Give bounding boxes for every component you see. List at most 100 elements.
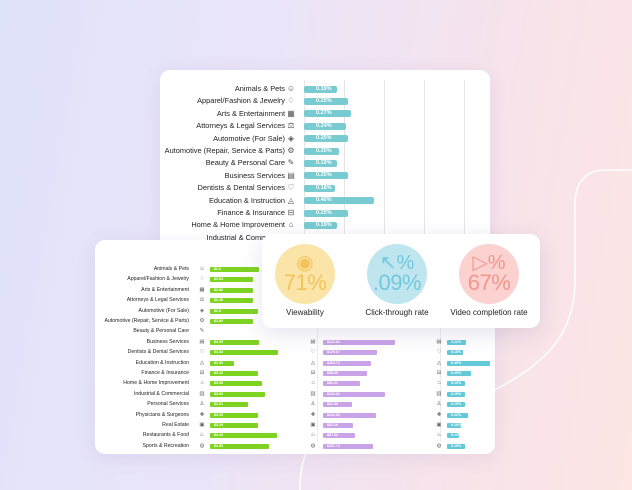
- cpa-bar-label: $61.35: [327, 402, 338, 407]
- building-icon: ▣: [199, 422, 205, 428]
- cpa-bar-label: $107.71: [327, 443, 340, 448]
- industry-label: Sports & Recreation: [142, 442, 189, 449]
- industry-label: Animals & Pets: [153, 266, 189, 272]
- money-icon: ⊟: [199, 370, 205, 376]
- industry-row: Beauty & Personal Care ✎: [95, 327, 495, 336]
- building-icon: ▣: [436, 422, 442, 428]
- cpa-bar-label: $80.21: [327, 381, 338, 386]
- building-icon: ▣: [310, 422, 316, 428]
- house-icon: ⌂: [311, 380, 315, 387]
- grid-line: [464, 80, 465, 270]
- ctr-value: .09%: [372, 270, 422, 295]
- cpc-bar: $2.3: [210, 267, 259, 272]
- person-icon: ♙: [310, 401, 316, 408]
- column-divider: [440, 262, 441, 442]
- ctr-bar: 0.40%: [447, 360, 490, 366]
- cpa-bar: $107.71: [323, 443, 373, 449]
- cpc-bar: $1.69: [210, 360, 234, 366]
- cpc-bar: $3.66: [210, 391, 265, 397]
- gavel-icon: ⚖: [287, 121, 295, 131]
- industry-label: Animals & Pets: [234, 84, 285, 93]
- eye-icon: ◉: [296, 252, 314, 274]
- industry-label: Home & Home Improvement: [123, 380, 189, 387]
- ctr-bar-label: 0.19%: [451, 443, 462, 448]
- industry-label: Home & Home Improvement: [191, 220, 285, 230]
- industry-row: Restaurants & Food ♨ $4.19 ♨ $67.63 ♨ 0.13%: [95, 431, 495, 440]
- industry-label: Dentists & Dental Services: [197, 183, 286, 193]
- ball-icon: ◍: [436, 442, 442, 449]
- industry-row: Arts & Entertainment ▦ 0.27%: [160, 108, 490, 120]
- cpa-bar-label: $131.61: [327, 391, 340, 396]
- ctr-bar: 0.19%: [447, 391, 465, 397]
- cpc-bar: $3.80: [210, 443, 269, 449]
- cpc-bar: $3.49: [210, 381, 262, 387]
- industry-row: Education & Instruction ◬ 0.40%: [160, 195, 490, 207]
- industry-row: Attorneys & Legal Services ⚖ $2.45: [95, 296, 495, 305]
- industry-row: Home & Home Improvement ⌂ 0.19%: [160, 219, 490, 231]
- ctr-bar-label: 0.24%: [316, 122, 332, 129]
- cpc-bar: $2.94: [210, 277, 253, 283]
- factory-icon: ▥: [436, 390, 442, 397]
- cpc-bar-label: $1.69: [214, 360, 223, 365]
- ctr-bar: 0.22%: [447, 412, 468, 418]
- cpc-bar-label: $2.80: [214, 319, 223, 323]
- ctr-by-industry-card: Animals & Pets ☺ 0.19% Apparel/Fashion & Je…: [160, 70, 490, 270]
- cpc-bar-label: $2.94: [214, 277, 223, 282]
- industry-row: Dentists & Dental Services ♡ $4.33 ♡ $125.67…: [95, 348, 495, 357]
- cpc-bar: $3.35: [210, 339, 259, 345]
- vcr-stat: ▷% 67% Video completion rate: [450, 244, 528, 317]
- ctr-bar: 0.19%: [304, 159, 337, 167]
- cpa-bar-label: $112.84: [327, 412, 340, 417]
- industry-label: Arts & Entertainment: [141, 286, 189, 293]
- industry-row: Home & Home Improvement ⌂ $3.49 ⌂ $80.21 ⌂ 0.1…: [95, 379, 495, 388]
- cpa-bar: $125.67: [323, 350, 377, 356]
- factory-icon: ▥: [199, 390, 205, 397]
- industry-row: Finance & Insurance ⊟ 0.25%: [160, 207, 490, 219]
- ctr-bar-label: 0.40%: [451, 360, 462, 365]
- viewability-stat: ◉ 71% Viewability: [270, 244, 340, 317]
- ctr-bar-label: 0.19%: [451, 381, 462, 386]
- house-icon: ⌂: [200, 380, 204, 387]
- ctr-bar-label: 0.19%: [451, 402, 462, 407]
- graduation-cap-icon: ◬: [310, 359, 316, 366]
- graduation-cap-icon: ◬: [287, 195, 295, 205]
- vcr-label: Video completion rate: [450, 308, 528, 317]
- industry-row: Apparel/Fashion & Jewelry ♢ $2.94: [95, 275, 495, 284]
- industry-row: Personal Services ♙ $2.61 ♙ $61.35 ♙ 0.19%: [95, 400, 495, 409]
- ctr-bar: 0.16%: [447, 423, 461, 428]
- factory-icon: ▥: [310, 390, 316, 397]
- industry-row: Finance & Insurance ⊟ $3.12 ⊟ $98.60 ⊟ 0.25%: [95, 369, 495, 378]
- ctr-bar: 0.25%: [304, 209, 348, 217]
- ctr-bar: 0.25%: [447, 371, 471, 376]
- viewability-icon-circle: ◉ 71%: [275, 244, 335, 304]
- industry-label: Restaurants & Food: [142, 432, 189, 439]
- cpc-bar: $3.12: [210, 371, 258, 376]
- industry-label: Automotive (For Sale): [138, 307, 189, 314]
- cpa-bar: $67.63: [323, 433, 355, 439]
- cpa-bar: $131.61: [323, 391, 385, 397]
- industry-row: Automotive (Repair, Service & Parts) ⚙ $2.…: [95, 317, 495, 326]
- industry-row: Apparel/Fashion & Jewelry ♢ 0.25%: [160, 95, 490, 107]
- cpa-bar: $80.21: [323, 381, 360, 387]
- money-icon: ⊟: [287, 208, 295, 217]
- viewability-value: 71%: [283, 270, 327, 295]
- industry-label: Physicians & Surgeons: [135, 411, 189, 418]
- ctr-bar-label: 0.25%: [316, 97, 332, 104]
- video-percent-icon: ▷%: [472, 252, 506, 274]
- ctr-bar: 0.19%: [447, 402, 465, 408]
- industry-row: Business Services ▤ 0.25%: [160, 170, 490, 182]
- cpc-bar: $4.33: [210, 350, 278, 356]
- car-tag-icon: ◈: [199, 307, 205, 314]
- cpa-bar-label: $104.71: [327, 360, 340, 365]
- house-icon: ⌂: [288, 220, 294, 230]
- cpc-bar: $2.9: [210, 308, 258, 314]
- ctr-bar: 0.22%: [447, 339, 466, 345]
- tooth-icon: ♡: [199, 349, 205, 356]
- industry-row: Automotive (For Sale) ◈ $2.9: [95, 307, 495, 316]
- briefcase-icon: ▤: [287, 170, 295, 180]
- ctr-bar: 0.40%: [304, 197, 374, 205]
- ctr-bar: 0.25%: [304, 97, 348, 105]
- cpc-bar-label: $2.86: [214, 287, 223, 292]
- tooth-icon: ♡: [287, 183, 295, 193]
- stethoscope-icon: ✚: [310, 411, 316, 418]
